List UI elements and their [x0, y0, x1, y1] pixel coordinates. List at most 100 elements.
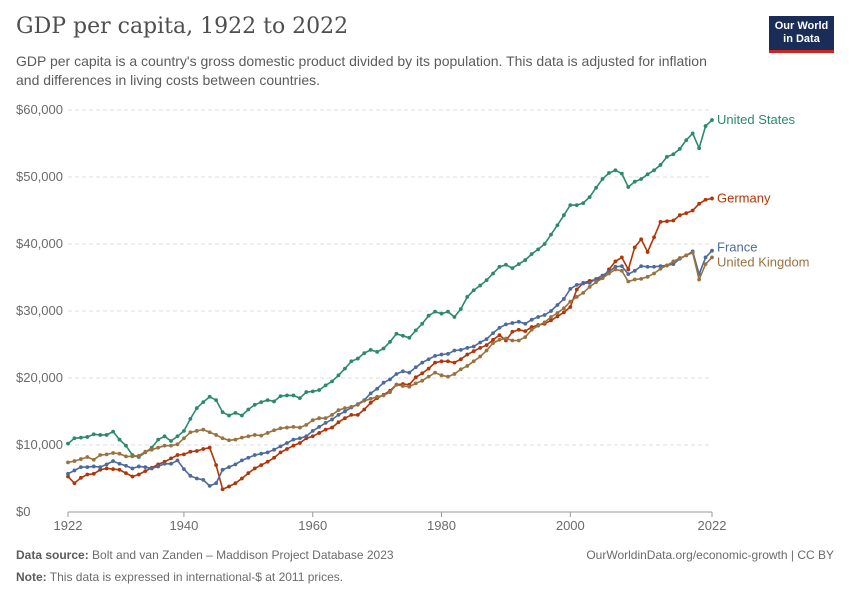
x-tick-label: 1922 [54, 518, 83, 533]
x-tick-label: 1980 [427, 518, 456, 533]
data-point-germany [117, 467, 122, 472]
data-point-united-states [285, 393, 289, 398]
data-point-united-states [349, 359, 354, 364]
series-label-united-kingdom[interactable]: United Kingdom [717, 254, 810, 269]
note-label: Note: [16, 570, 47, 584]
data-point-united-kingdom [568, 299, 573, 304]
data-point-germany [124, 471, 128, 476]
data-note: Note: This data is expressed in internat… [16, 570, 343, 584]
data-point-france [626, 272, 631, 277]
data-point-united-kingdom [497, 337, 502, 342]
data-point-germany [330, 425, 334, 430]
note-text: This data is expressed in international-… [49, 570, 344, 584]
data-point-france [104, 462, 109, 467]
data-point-united-kingdom [561, 306, 566, 311]
data-point-united-kingdom [194, 429, 199, 433]
data-point-united-kingdom [710, 255, 714, 260]
data-point-united-states [104, 433, 109, 437]
data-point-france [239, 458, 244, 463]
data-point-united-states [607, 171, 611, 175]
data-point-united-kingdom [343, 406, 347, 411]
data-point-france [491, 331, 495, 336]
data-point-france [66, 471, 70, 476]
data-point-france [188, 473, 193, 478]
data-point-united-states [246, 407, 251, 412]
data-point-germany [227, 484, 231, 489]
data-point-united-states [471, 288, 476, 293]
source-url[interactable]: OurWorldinData.org/economic-growth | CC … [586, 548, 834, 562]
data-point-germany [169, 456, 173, 461]
data-point-france [368, 391, 373, 396]
data-point-france [581, 281, 586, 286]
data-point-united-states [207, 394, 212, 399]
y-tick-label: $50,000 [16, 169, 63, 184]
data-point-france [246, 455, 251, 460]
data-point-united-states [690, 131, 695, 136]
source-text[interactable]: Bolt and van Zanden – Maddison Project D… [92, 548, 394, 562]
data-point-united-states [645, 172, 650, 177]
data-point-germany [561, 310, 566, 315]
data-point-united-kingdom [549, 315, 553, 319]
data-point-united-kingdom [149, 447, 154, 452]
logo-line-2: in Data [783, 33, 820, 45]
data-point-germany [619, 255, 624, 260]
data-point-germany [143, 469, 148, 474]
data-point-united-kingdom [130, 454, 135, 459]
data-point-germany [66, 474, 70, 479]
data-point-france [330, 417, 334, 422]
data-point-united-states [491, 271, 495, 276]
data-point-united-states [72, 436, 77, 441]
data-point-united-kingdom [671, 259, 676, 264]
data-point-germany [549, 318, 553, 323]
data-point-united-states [433, 309, 437, 314]
series-line-france[interactable] [67, 250, 713, 487]
data-point-united-kingdom [291, 425, 296, 429]
series-label-france[interactable]: France [717, 240, 757, 255]
series-label-united-states[interactable]: United States [717, 112, 796, 127]
data-point-france [220, 467, 225, 472]
data-point-united-states [201, 400, 206, 405]
data-point-united-kingdom [220, 436, 225, 441]
data-point-united-states [407, 335, 412, 340]
data-point-germany [182, 452, 186, 457]
data-point-france [574, 282, 579, 287]
data-point-germany [91, 471, 96, 476]
data-point-united-states [677, 146, 682, 151]
data-point-united-kingdom [285, 425, 289, 430]
data-point-united-kingdom [613, 267, 618, 272]
data-point-united-states [336, 373, 341, 378]
data-point-united-states [182, 429, 186, 433]
data-point-germany [343, 416, 347, 421]
data-point-germany [323, 427, 328, 432]
data-point-france [420, 360, 425, 365]
series-label-germany[interactable]: Germany [717, 190, 771, 205]
data-point-france [446, 351, 450, 356]
data-point-united-states [458, 307, 463, 311]
data-point-germany [478, 345, 483, 350]
series-line-united-kingdom[interactable] [67, 251, 713, 464]
data-point-germany [652, 235, 656, 240]
owid-logo[interactable]: Our World in Data [769, 16, 834, 53]
data-point-united-kingdom [297, 425, 302, 430]
data-point-germany [574, 287, 579, 292]
data-point-united-states [220, 410, 225, 415]
data-point-germany [252, 466, 257, 471]
data-point-france [278, 444, 283, 449]
data-point-france [297, 436, 302, 441]
data-point-germany [272, 455, 276, 460]
y-tick-label: $30,000 [16, 303, 63, 318]
data-point-france [272, 447, 276, 452]
data-point-france [252, 453, 257, 457]
chart-subtitle: GDP per capita is a country's gross dome… [16, 53, 707, 88]
data-point-united-kingdom [574, 295, 579, 299]
data-point-france [587, 280, 592, 285]
data-point-united-kingdom [272, 428, 276, 433]
data-point-united-states [78, 435, 83, 440]
data-point-france [413, 365, 418, 370]
data-point-germany [697, 201, 702, 206]
data-point-united-kingdom [542, 320, 547, 325]
data-point-germany [246, 471, 251, 476]
data-point-germany [201, 447, 206, 451]
data-point-united-states [381, 346, 386, 351]
data-point-united-kingdom [336, 408, 341, 413]
